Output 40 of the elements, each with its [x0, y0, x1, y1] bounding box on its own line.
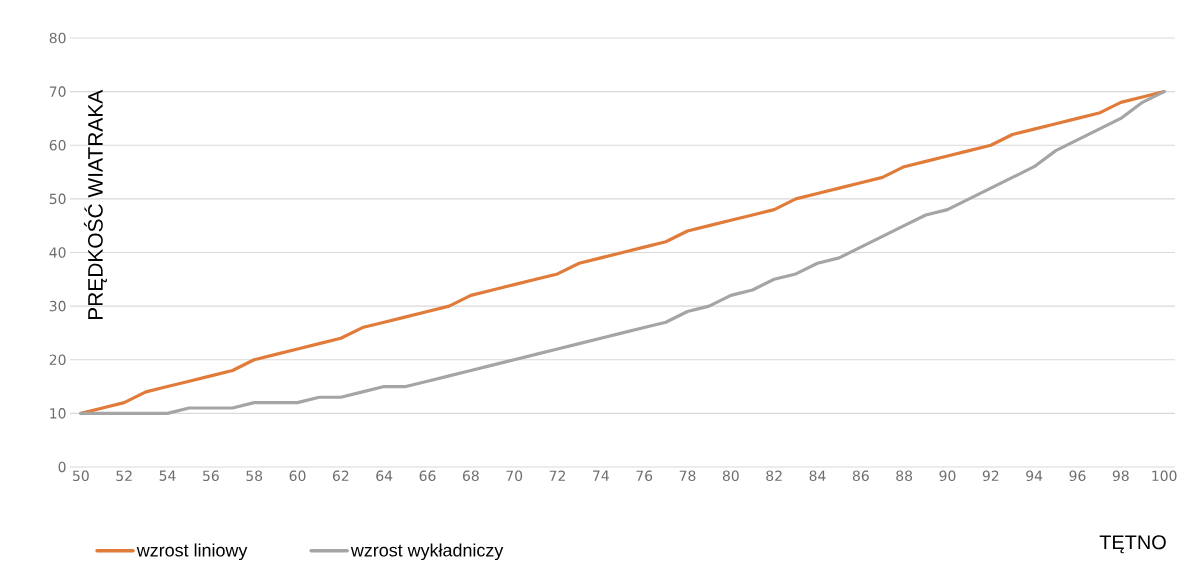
x-tick-label: 78	[679, 470, 696, 482]
x-tick-label: 86	[852, 470, 869, 482]
x-tick-label: 100	[1152, 470, 1177, 482]
x-tick-label: 72	[549, 470, 565, 481]
y-tick-label: 80	[49, 32, 66, 44]
x-tick-label: 54	[159, 470, 176, 481]
x-tick-label: 74	[593, 470, 609, 481]
x-axis-title: TĘTNO	[1099, 535, 1166, 554]
x-tick-label: 82	[766, 470, 782, 482]
x-tick-label: 60	[289, 470, 306, 482]
x-tick-label: 94	[1026, 470, 1043, 482]
y-tick-label: 40	[49, 247, 66, 258]
y-tick-label: 0	[58, 461, 66, 473]
x-tick-label: 64	[376, 470, 393, 482]
y-tick-label: 10	[50, 408, 66, 419]
y-axis-title: PRĘDKOŚĆ WIATRAKA	[83, 89, 107, 320]
x-tick-label: 84	[809, 470, 826, 482]
line-series	[79, 90, 1166, 415]
x-tick-label: 96	[1069, 470, 1086, 482]
x-tick-label: 90	[939, 470, 956, 482]
y-tick-label: 30	[49, 300, 66, 312]
x-tick-label: 70	[506, 470, 523, 482]
x-tick-label: 68	[462, 470, 479, 482]
legend-label: wzrost liniowy	[136, 543, 248, 561]
legend-label: wzrost wykładniczy	[350, 543, 504, 561]
y-tick-label: 70	[49, 86, 66, 97]
x-tick-label: 56	[203, 470, 219, 482]
y-tick-label: 60	[49, 139, 66, 151]
x-tick-label: 92	[982, 470, 999, 482]
x-tick-label: 76	[636, 470, 653, 482]
x-tick-label: 50	[73, 470, 89, 482]
x-tick-label: 52	[116, 470, 132, 482]
y-tick-label: 50	[49, 193, 66, 205]
x-tick-label: 88	[896, 470, 913, 482]
x-tick-label: 66	[419, 470, 436, 482]
y-tick-label: 20	[49, 354, 66, 366]
x-tick-label: 98	[1112, 470, 1129, 482]
x-tick-label: 62	[332, 470, 349, 482]
x-tick-label: 58	[246, 470, 263, 482]
x-tick-label: 80	[722, 470, 739, 482]
